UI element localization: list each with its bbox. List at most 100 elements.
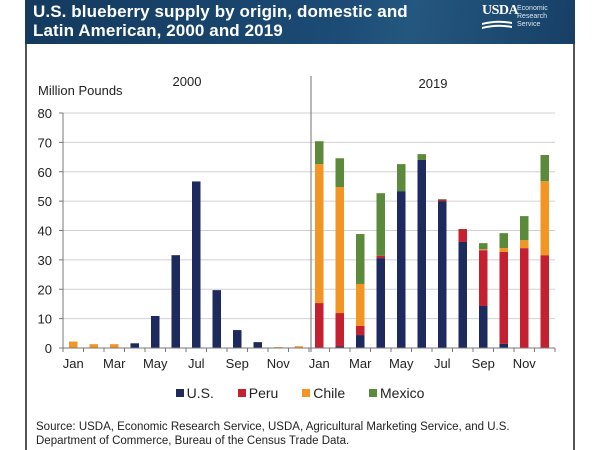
bar-segment-us [130,343,139,348]
x-tick-label: Nov [267,356,291,371]
bar-segment-peru [458,229,467,242]
bar-segment-peru [356,325,365,336]
legend-swatch-us [175,389,184,397]
bar-segment-chile [356,283,365,326]
bar-segment-chile [479,249,488,251]
legend-label-us: U.S. [186,385,214,401]
y-tick-label: 30 [38,253,52,268]
bar-segment-mexico [376,193,385,256]
y-tick-label: 70 [38,135,52,150]
x-tick-label: Mar [349,356,372,371]
x-axis: Jan Mar May Jul Sep Nov Jan Mar May Jul Sep Nov [59,347,556,371]
legend-label-chile: Chile [313,385,346,401]
y-tick-label: 10 [38,312,52,327]
bar-segment-mexico [540,155,549,182]
ers-logo-line-3: Service [517,21,541,28]
ers-logo-text: Economic Research Service [517,5,548,29]
usda-logo-mark: USDA [482,3,519,18]
bar-segment-peru [479,250,488,306]
bar-segment-us [253,342,262,349]
bar-segment-us [192,181,201,348]
legend-swatch-chile [302,389,311,397]
bar-segment-mexico [417,154,426,161]
bar-segment-us [151,315,160,348]
bar-segment-us [438,201,447,349]
legend-swatch-peru [237,389,246,397]
year-label-2000: 2000 [173,74,202,89]
y-tick-label: 50 [38,194,52,209]
bar-segment-chile [110,344,119,348]
bar-segment-mexico [479,243,488,250]
bar-segment-chile [69,341,78,348]
bar-segment-us [171,255,180,348]
source-note: Source: USDA, Economic Research Service,… [36,421,510,447]
bar-segment-chile [540,181,549,256]
bar-segment-mexico [356,234,365,284]
bar-segment-us [458,241,467,348]
x-tick-label: Sep [472,356,495,371]
y-tick-label: 0 [45,341,52,356]
bar-segment-chile [335,187,344,314]
legend-item-us: U.S. [175,385,214,401]
ers-logo-line-2: Research [517,13,547,20]
bar-segment-mexico [315,141,324,165]
x-tick-label: Jan [63,356,84,371]
y-tick-label: 60 [38,165,52,180]
legend-swatch-mexico [369,389,378,397]
bar-segment-chile [294,346,303,348]
bar-segment-us [397,191,406,348]
chart-title-line-1: U.S. blueberry supply by origin, domesti… [33,2,408,21]
bar-segment-mexico [520,216,529,241]
bar-segment-us [335,346,344,348]
usda-waves-icon [482,20,512,29]
year-label-2019: 2019 [419,76,448,91]
x-tick-label: Jul [434,356,451,371]
bar-segment-peru [335,313,344,347]
chart-header: U.S. blueberry supply by origin, domesti… [25,0,575,44]
bars [69,141,549,349]
bar-segment-mexico [499,233,508,249]
bar-segment-peru [499,251,508,344]
y-tick-label: 80 [38,106,52,121]
chart-legend: U.S. Peru Chile Mexico [0,385,600,401]
x-tick-label: Mar [103,356,126,371]
y-tick-label: 20 [38,282,52,297]
chart-frame [25,0,575,450]
bar-segment-peru [438,199,447,202]
bar-segment-peru [520,248,529,349]
bar-segment-us [417,160,426,348]
bar-segment-chile [315,164,324,304]
x-tick-label: Jan [309,356,330,371]
y-axis: 0 10 20 30 40 50 60 70 80 [38,106,64,356]
bar-segment-chile [499,248,508,252]
x-tick-label: May [143,356,168,371]
bar-segment-us [376,258,385,348]
bar-segment-us [499,343,508,348]
bar-segment-peru [540,255,549,348]
chart-title: U.S. blueberry supply by origin, domesti… [33,2,408,40]
bar-segment-us [233,330,242,348]
bar-segment-us [212,290,221,348]
bar-segment-peru [376,255,385,259]
legend-label-mexico: Mexico [380,385,425,401]
bar-segment-mexico [397,164,406,192]
gridlines [63,112,555,320]
bar-segment-us [356,335,365,348]
bar-segment-chile [520,240,529,249]
bar-segment-us [479,305,488,348]
x-tick-label: Jul [188,356,205,371]
x-tick-label: Nov [513,356,537,371]
chart-title-line-2: Latin American, 2000 and 2019 [33,21,283,40]
bar-segment-mexico [438,199,447,200]
bar-segment-peru [315,303,324,348]
y-tick-label: 40 [38,224,52,239]
bar-segment-mexico [335,158,344,188]
legend-item-mexico: Mexico [369,385,424,401]
legend-label-peru: Peru [248,385,279,401]
legend-item-peru: Peru [237,385,279,401]
y-axis-label: Million Pounds [38,83,123,98]
usda-ers-logo: USDA Economic Research Service [482,3,567,33]
ers-logo-line-1: Economic [517,5,548,12]
x-tick-label: Sep [226,356,249,371]
